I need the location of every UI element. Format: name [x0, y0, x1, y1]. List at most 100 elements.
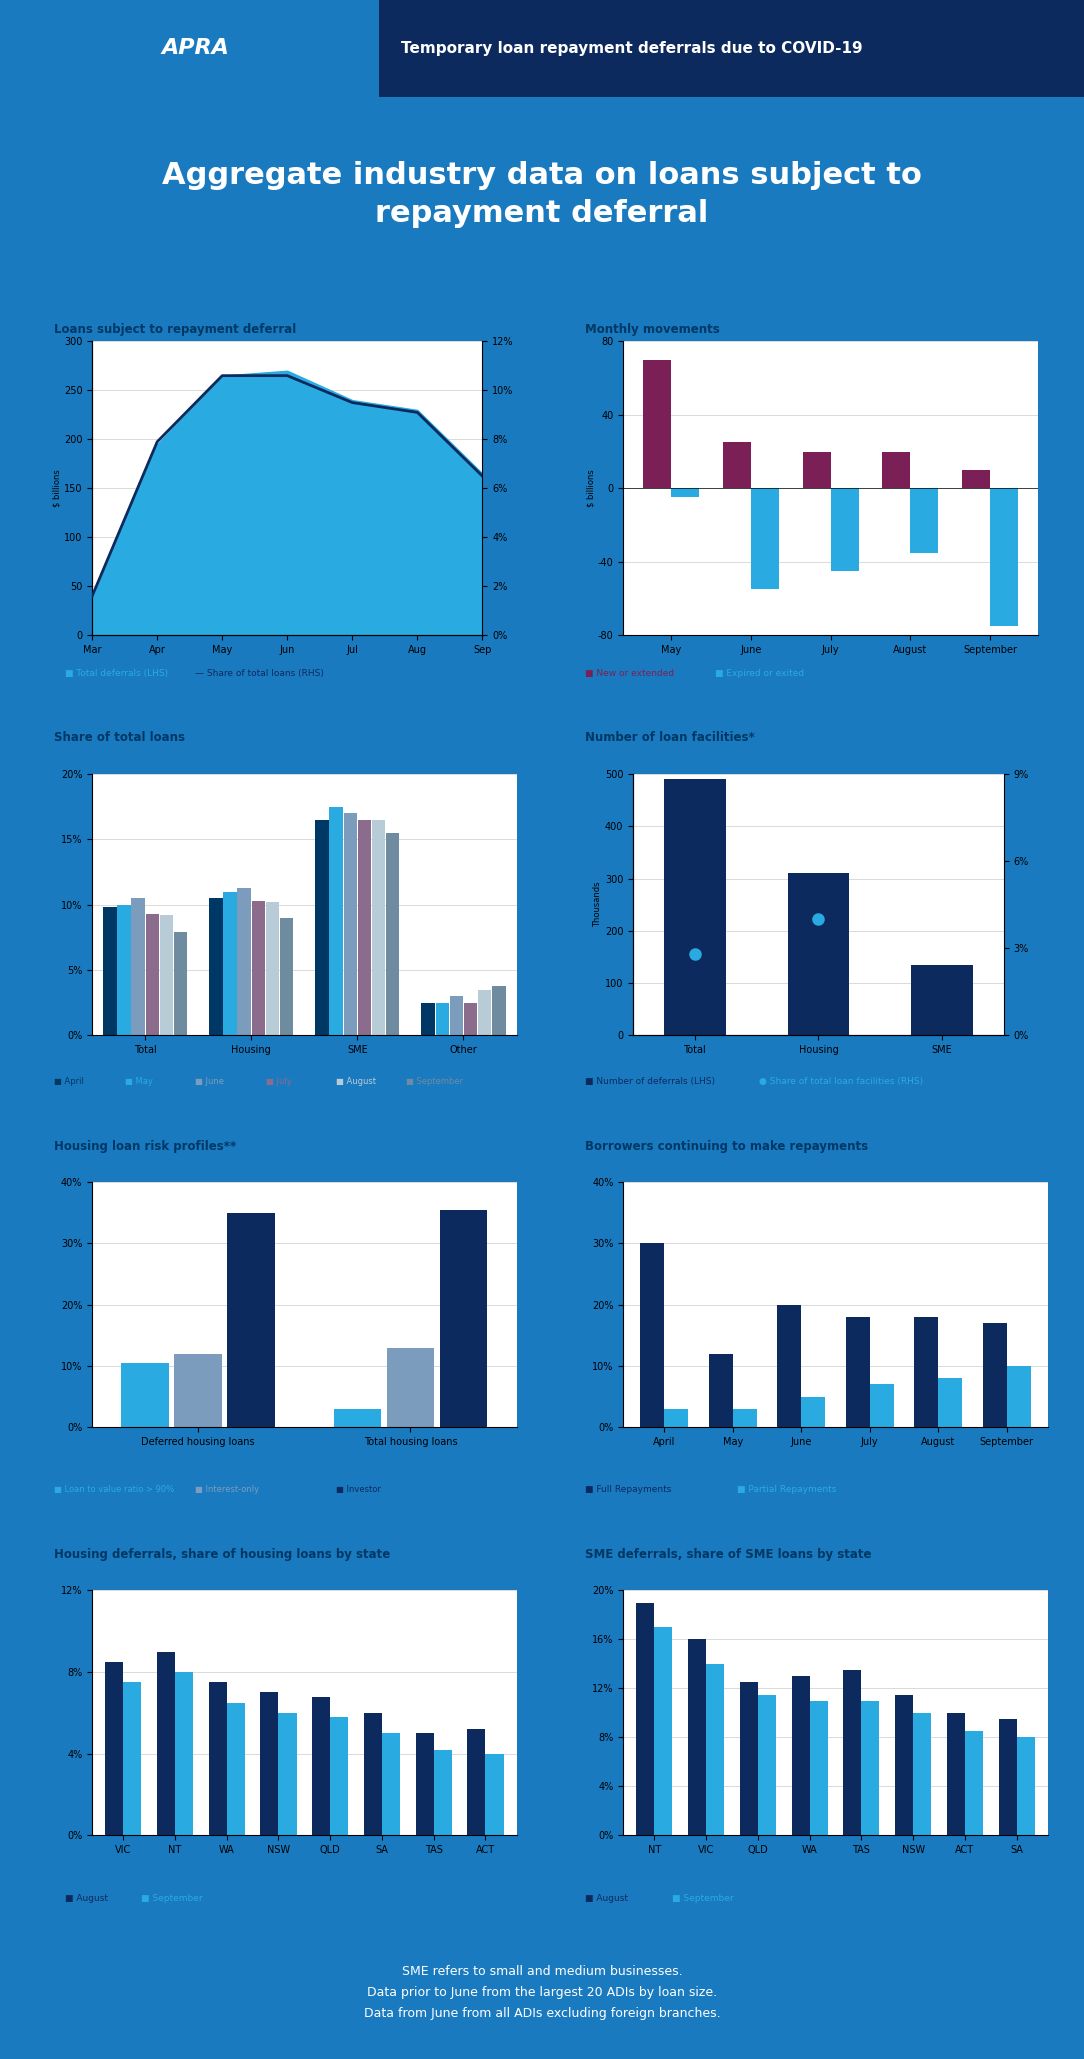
- Text: APRA: APRA: [162, 39, 229, 58]
- Text: Monthly movements: Monthly movements: [585, 323, 720, 336]
- Bar: [803, 451, 830, 488]
- Bar: [777, 1305, 801, 1427]
- Bar: [810, 1701, 828, 1835]
- Text: ■ Expired or exited: ■ Expired or exited: [715, 669, 804, 677]
- Bar: [1017, 1738, 1035, 1835]
- Bar: [869, 1384, 893, 1427]
- Text: Share of total loans: Share of total loans: [54, 731, 185, 745]
- Y-axis label: $ billions: $ billions: [586, 469, 595, 507]
- Text: Loans subject to repayment deferral: Loans subject to repayment deferral: [54, 323, 296, 336]
- Text: ■ September: ■ September: [672, 1894, 734, 1903]
- Bar: [706, 1664, 724, 1835]
- Text: Housing loan risk profiles**: Housing loan risk profiles**: [54, 1139, 236, 1153]
- Bar: [237, 887, 250, 1036]
- Bar: [173, 933, 188, 1036]
- Bar: [415, 1734, 434, 1835]
- Bar: [105, 1662, 124, 1835]
- Bar: [801, 1396, 825, 1427]
- Bar: [159, 914, 173, 1036]
- Bar: [911, 966, 972, 1036]
- Bar: [434, 1750, 452, 1835]
- Y-axis label: $ billions: $ billions: [52, 469, 61, 507]
- Text: SME deferrals, share of SME loans by state: SME deferrals, share of SME loans by sta…: [585, 1548, 872, 1561]
- Text: Aggregate industry data on loans subject to
repayment deferral: Aggregate industry data on loans subject…: [163, 161, 921, 229]
- Bar: [983, 1324, 1007, 1427]
- Text: ■ Investor: ■ Investor: [336, 1485, 386, 1495]
- Text: ■ May: ■ May: [125, 1077, 158, 1087]
- Bar: [344, 813, 357, 1036]
- Text: Housing deferrals, share of housing loans by state: Housing deferrals, share of housing loan…: [54, 1548, 390, 1561]
- Bar: [464, 1003, 477, 1036]
- Bar: [664, 1408, 688, 1427]
- Bar: [739, 1682, 758, 1835]
- Bar: [330, 807, 343, 1036]
- Bar: [758, 1695, 776, 1835]
- Bar: [223, 892, 236, 1036]
- Bar: [913, 1713, 931, 1835]
- Bar: [450, 997, 463, 1036]
- Text: ■ Number of deferrals (LHS): ■ Number of deferrals (LHS): [585, 1077, 724, 1087]
- Bar: [830, 488, 859, 570]
- Bar: [260, 1692, 279, 1835]
- Bar: [280, 918, 294, 1036]
- Bar: [846, 1318, 869, 1427]
- Text: ■ July: ■ July: [266, 1077, 297, 1087]
- Text: ■ August: ■ August: [65, 1894, 117, 1903]
- Text: ● Share of total loan facilities (RHS): ● Share of total loan facilities (RHS): [759, 1077, 922, 1087]
- Bar: [843, 1670, 862, 1835]
- Text: ■ June: ■ June: [195, 1077, 230, 1087]
- Bar: [914, 1318, 938, 1427]
- Bar: [895, 1695, 913, 1835]
- Bar: [751, 488, 778, 589]
- FancyBboxPatch shape: [379, 0, 1084, 97]
- Bar: [733, 1408, 757, 1427]
- Bar: [124, 1682, 141, 1835]
- Text: ■ Partial Repayments: ■ Partial Repayments: [737, 1485, 837, 1495]
- Bar: [938, 1377, 963, 1427]
- Bar: [723, 443, 751, 488]
- Text: ■ Total deferrals (LHS): ■ Total deferrals (LHS): [65, 669, 177, 677]
- Bar: [315, 819, 328, 1036]
- Text: ■ September: ■ September: [141, 1894, 203, 1903]
- Bar: [663, 778, 725, 1036]
- Bar: [372, 819, 385, 1036]
- Bar: [387, 1347, 435, 1427]
- Bar: [791, 1676, 810, 1835]
- Bar: [655, 1627, 672, 1835]
- Bar: [492, 986, 505, 1036]
- Bar: [334, 1408, 382, 1427]
- Bar: [643, 360, 671, 488]
- Bar: [251, 900, 266, 1036]
- Text: SME refers to small and medium businesses.
Data prior to June from the largest 2: SME refers to small and medium businesse…: [364, 1964, 720, 2020]
- Text: — Share of total loans (RHS): — Share of total loans (RHS): [195, 669, 324, 677]
- Bar: [175, 1672, 193, 1835]
- Bar: [963, 469, 990, 488]
- Bar: [709, 1353, 733, 1427]
- Bar: [882, 451, 911, 488]
- Bar: [227, 1703, 245, 1835]
- Text: Temporary loan repayment deferrals due to COVID-19: Temporary loan repayment deferrals due t…: [401, 41, 863, 56]
- Bar: [636, 1602, 655, 1835]
- Bar: [688, 1639, 706, 1835]
- Bar: [946, 1713, 965, 1835]
- Bar: [175, 1353, 222, 1427]
- Bar: [440, 1211, 488, 1427]
- Text: ■ Interest-only: ■ Interest-only: [195, 1485, 264, 1495]
- Bar: [998, 1719, 1017, 1835]
- Bar: [103, 908, 117, 1036]
- Bar: [641, 1244, 664, 1427]
- Bar: [117, 904, 131, 1036]
- Bar: [209, 898, 222, 1036]
- Bar: [965, 1732, 983, 1835]
- Bar: [145, 914, 159, 1036]
- Bar: [157, 1651, 175, 1835]
- Bar: [386, 832, 400, 1036]
- Bar: [436, 1003, 449, 1036]
- Bar: [358, 819, 371, 1036]
- Bar: [228, 1213, 275, 1427]
- Bar: [486, 1754, 504, 1835]
- Text: ■ August: ■ August: [336, 1077, 382, 1087]
- Text: ■ April: ■ April: [54, 1077, 89, 1087]
- Text: ■ September: ■ September: [406, 1077, 469, 1087]
- Bar: [1007, 1365, 1031, 1427]
